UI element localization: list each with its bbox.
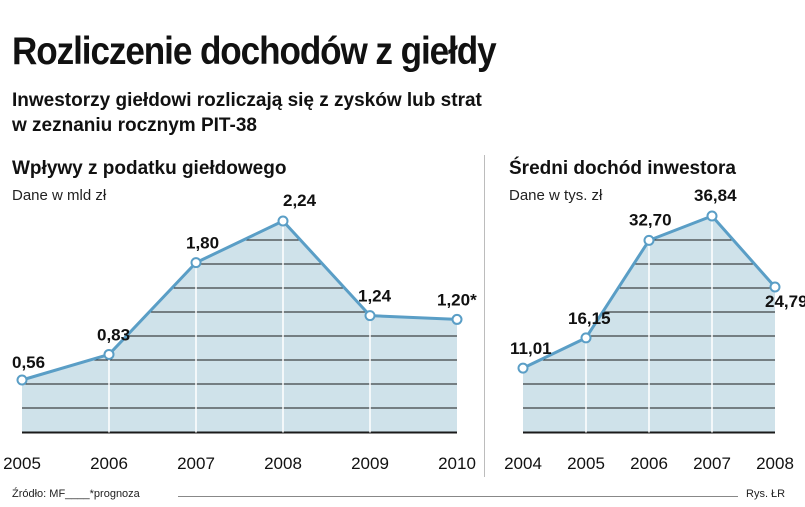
chart-1-unit: Dane w mld zł bbox=[12, 187, 107, 204]
chart-2-x-tick-label: 2008 bbox=[756, 454, 794, 473]
chart-1-series-line bbox=[21, 219, 458, 382]
chart-2-point bbox=[643, 234, 655, 246]
chart-1-point bbox=[16, 374, 28, 386]
chart-1-x-tick-label: 2007 bbox=[177, 454, 215, 473]
chart-2-title: Średni dochód inwestora bbox=[509, 158, 736, 179]
chart-1-value-label: 1,20* bbox=[437, 290, 477, 309]
chart-1-value-label: 1,24 bbox=[358, 287, 392, 306]
chart-1-x-tick-label: 2008 bbox=[264, 454, 302, 473]
chart-1-x-tick-label: 2005 bbox=[3, 454, 41, 473]
chart-1-value-label: 2,24 bbox=[283, 191, 317, 210]
chart-2-point bbox=[517, 362, 529, 374]
chart-2-point bbox=[706, 210, 718, 222]
chart-2-value-label: 36,84 bbox=[694, 186, 737, 205]
chart-1-title: Wpływy z podatku giełdowego bbox=[12, 158, 287, 179]
source-note: Źródło: MF____*prognoza bbox=[12, 488, 140, 500]
chart-2-x-tick-label: 2004 bbox=[504, 454, 542, 473]
chart-1-value-label: 0,56 bbox=[12, 353, 45, 372]
chart-divider bbox=[484, 155, 485, 477]
chart-1-point bbox=[103, 348, 115, 360]
chart-1-point bbox=[364, 310, 376, 322]
chart-2-x-tick-label: 2006 bbox=[630, 454, 668, 473]
chart-2-x-tick-label: 2007 bbox=[693, 454, 731, 473]
chart-2-point bbox=[580, 332, 592, 344]
chart-1-value-label: 1,80 bbox=[186, 234, 219, 253]
chart-2-unit: Dane w tys. zł bbox=[509, 187, 603, 204]
chart-1-x-tick-label: 2006 bbox=[90, 454, 128, 473]
chart-2-point bbox=[769, 281, 781, 293]
chart-1-x-tick-label: 2009 bbox=[351, 454, 389, 473]
chart-1-point bbox=[190, 257, 202, 269]
chart-1-point bbox=[451, 313, 463, 325]
chart-2-value-label: 16,15 bbox=[568, 309, 611, 328]
credit-note: Rys. ŁR bbox=[746, 488, 786, 500]
subtitle-line-1: Inwestorzy giełdowi rozliczają się z zys… bbox=[12, 90, 482, 111]
footer-rule bbox=[178, 496, 738, 497]
chart-1-x-tick-label: 2010 bbox=[438, 454, 476, 473]
chart-2-value-label: 11,01 bbox=[510, 339, 552, 358]
chart-2-x-tick-label: 2005 bbox=[567, 454, 605, 473]
chart-1-area bbox=[22, 221, 457, 433]
subtitle-line-2: w zeznaniu rocznym PIT-38 bbox=[12, 115, 257, 136]
chart-1-value-label: 0,83 bbox=[97, 325, 130, 344]
chart-1-point bbox=[277, 215, 289, 227]
chart-2-value-label: 24,79 bbox=[765, 292, 805, 311]
page-title: Rozliczenie dochodów z giełdy bbox=[12, 30, 497, 73]
chart-2-value-label: 32,70 bbox=[629, 210, 672, 229]
